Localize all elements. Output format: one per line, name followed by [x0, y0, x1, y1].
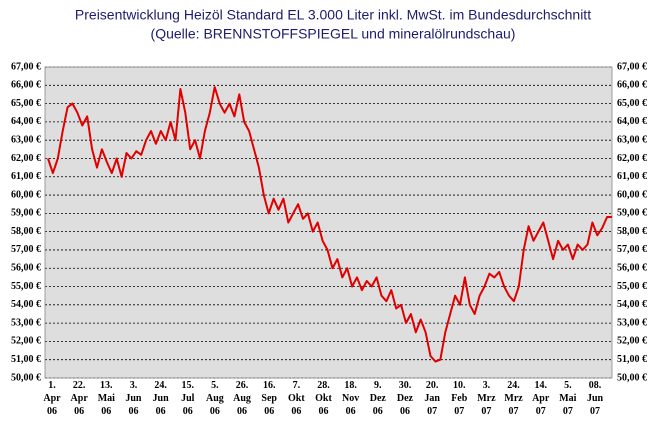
y-tick-label: 52,00 € — [11, 336, 41, 347]
y2-tick-label: 56,00 € — [617, 263, 647, 274]
x-tick-label: 20. Jan 07 — [424, 380, 440, 417]
x-tick-label: 9. Dez 06 — [370, 380, 387, 417]
y2-tick-label: 62,00 € — [617, 153, 647, 164]
x-tick-label: 15. Jul 06 — [181, 380, 195, 417]
y2-tick-label: 55,00 € — [617, 281, 647, 292]
price-line — [47, 86, 612, 363]
y-tick-label: 55,00 € — [11, 281, 41, 292]
y-tick-label: 57,00 € — [11, 244, 41, 255]
y2-tick-label: 65,00 € — [617, 98, 647, 109]
x-tick-label: 10. Feb 07 — [451, 380, 468, 417]
y-tick-label: 58,00 € — [11, 226, 41, 237]
y-tick-label: 65,00 € — [11, 98, 41, 109]
y2-tick-label: 54,00 € — [617, 299, 647, 310]
y2-tick-label: 67,00 € — [617, 61, 647, 72]
chart-title: Preisentwicklung Heizöl Standard EL 3.00… — [75, 7, 591, 23]
y-tick-label: 63,00 € — [11, 134, 41, 145]
y-tick-label: 66,00 € — [11, 80, 41, 91]
chart-subtitle: (Quelle: BRENNSTOFFSPIEGEL und mineralöl… — [151, 26, 516, 42]
plot-border — [44, 66, 613, 379]
y-tick-label: 59,00 € — [11, 208, 41, 219]
y2-tick-label: 66,00 € — [617, 80, 647, 91]
x-tick-label: 5. Mai 07 — [559, 380, 576, 417]
y-tick-label: 64,00 € — [11, 116, 41, 127]
y2-tick-label: 63,00 € — [617, 134, 647, 145]
x-tick-label: 5. Aug 06 — [206, 380, 224, 417]
y-tick-label: 54,00 € — [11, 299, 41, 310]
x-tick-label: 30. Dez 06 — [397, 380, 414, 417]
x-tick-label: 7. Okt 06 — [288, 380, 305, 417]
x-tick-label: 26. Aug 06 — [233, 380, 251, 417]
y2-tick-label: 60,00 € — [617, 189, 647, 200]
y-tick-label: 50,00 € — [11, 372, 41, 383]
y2-tick-label: 52,00 € — [617, 336, 647, 347]
y-tick-label: 61,00 € — [11, 171, 41, 182]
y2-tick-label: 57,00 € — [617, 244, 647, 255]
x-tick-label: 22. Apr 06 — [71, 380, 89, 417]
y-tick-label: 62,00 € — [11, 153, 41, 164]
y2-tick-label: 53,00 € — [617, 317, 647, 328]
x-tick-label: 24. Mrz 07 — [504, 380, 523, 417]
y-tick-label: 60,00 € — [11, 189, 41, 200]
y2-tick-label: 59,00 € — [617, 208, 647, 219]
x-tick-label: 28. Okt 06 — [315, 380, 332, 417]
x-tick-label: 24. Jun 06 — [153, 380, 170, 417]
plot-area — [45, 67, 612, 378]
y2-tick-label: 50,00 € — [617, 372, 647, 383]
x-tick-label: 13. Mai 06 — [98, 380, 115, 417]
x-tick-label: 1. Apr 06 — [43, 380, 61, 417]
y-tick-label: 56,00 € — [11, 263, 41, 274]
x-tick-label: 3. Mrz 07 — [477, 380, 496, 417]
y-tick-label: 51,00 € — [11, 354, 41, 365]
x-tick-label: 3. Jun 06 — [125, 380, 142, 417]
x-tick-label: 08. Jun 07 — [587, 380, 604, 417]
y2-tick-label: 64,00 € — [617, 116, 647, 127]
y2-tick-label: 61,00 € — [617, 171, 647, 182]
y2-tick-label: 51,00 € — [617, 354, 647, 365]
y2-tick-label: 58,00 € — [617, 226, 647, 237]
y-tick-label: 53,00 € — [11, 317, 41, 328]
x-tick-label: 14. Apr 07 — [532, 380, 550, 417]
y-tick-label: 67,00 € — [11, 61, 41, 72]
x-tick-label: 18. Nov 06 — [342, 380, 359, 417]
x-tick-label: 16. Sep 06 — [261, 380, 277, 417]
